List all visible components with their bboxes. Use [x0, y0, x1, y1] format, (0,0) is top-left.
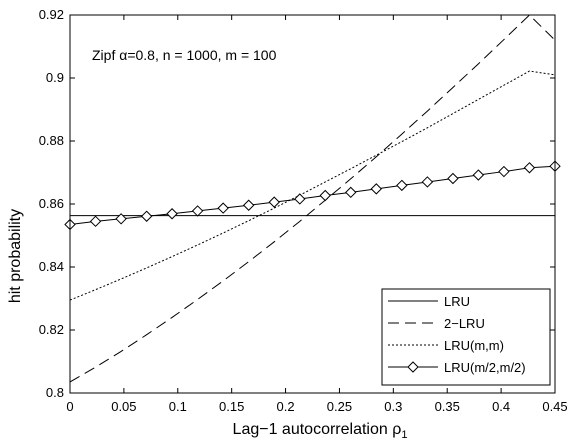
legend: LRU 2−LRU LRU(m,m) LRU(m/2,m/2)	[381, 288, 551, 386]
data-point-marker	[421, 176, 434, 188]
data-point-marker	[345, 186, 357, 199]
x-tick-label: 0	[66, 399, 73, 414]
data-point-marker	[89, 215, 102, 228]
x-tick-label: 0.05	[111, 399, 136, 414]
x-axis-label-main: Lag−1 autocorrelation ρ	[233, 421, 402, 438]
x-tick-label: 0.2	[277, 399, 295, 414]
legend-marker	[407, 361, 419, 373]
x-tick-label: 0.45	[542, 399, 567, 414]
y-tick-label: 0.84	[39, 259, 64, 274]
data-point-marker	[447, 172, 459, 185]
data-point-marker	[370, 183, 383, 195]
data-point-marker	[115, 213, 127, 225]
data-point-marker	[294, 193, 306, 205]
plot-lines	[64, 14, 561, 383]
x-tick-label: 0.1	[169, 399, 187, 414]
x-axis-label: Lag−1 autocorrelation ρ1	[233, 421, 408, 441]
data-point-marker	[217, 202, 229, 214]
data-point-marker	[523, 162, 536, 174]
series-line-1	[69, 14, 556, 383]
y-tick-label: 0.8	[46, 385, 64, 400]
y-tick-label: 0.82	[39, 322, 64, 337]
y-tick-label: 0.92	[39, 7, 64, 22]
x-axis-label-subscript: 1	[401, 429, 407, 441]
legend-label-1: 2−LRU	[444, 316, 485, 331]
y-tick-label: 0.9	[46, 70, 64, 85]
x-tick-label: 0.15	[219, 399, 244, 414]
data-point-marker	[498, 165, 510, 178]
data-point-marker	[242, 199, 255, 211]
data-point-marker	[319, 189, 331, 202]
data-point-marker	[191, 205, 204, 217]
data-point-marker	[268, 196, 280, 208]
legend-label-0: LRU	[444, 294, 470, 309]
x-tick-label: 0.35	[435, 399, 460, 414]
axes: 0 0.05 0.1 0.15 0.2 0.25 0.3 0.35 0.4 0.45 0.8 0.82…	[39, 7, 568, 414]
x-tick-label: 0.3	[384, 399, 402, 414]
chart-annotation: Zipf α=0.8, n = 1000, m = 100	[92, 47, 277, 63]
data-point-marker	[472, 169, 485, 181]
legend-label-3: LRU(m/2,m/2)	[444, 360, 526, 375]
y-axis-label: hit probability	[7, 209, 24, 303]
data-point-marker	[166, 208, 178, 220]
data-point-marker	[140, 210, 153, 222]
data-point-marker	[396, 179, 408, 192]
y-tick-label: 0.88	[39, 133, 64, 148]
x-tick-label: 0.25	[327, 399, 352, 414]
legend-label-2: LRU(m,m)	[444, 338, 504, 353]
x-tick-label: 0.4	[492, 399, 510, 414]
y-tick-label: 0.86	[39, 196, 64, 211]
